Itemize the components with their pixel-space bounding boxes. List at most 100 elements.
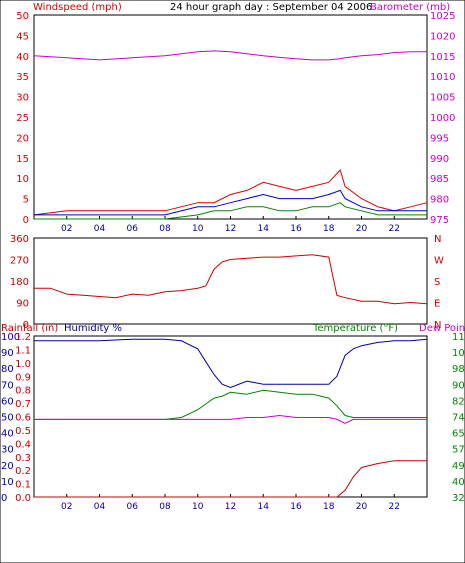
x-tick-label: 20 xyxy=(356,502,368,512)
barometer-tick-label: 1010 xyxy=(430,72,455,83)
temperature-tick-label: 90 xyxy=(452,380,465,391)
humidity-axis-label: Humidity % xyxy=(64,323,122,334)
barometer-tick-label: 1020 xyxy=(430,31,455,42)
rain-tick-label: 0.3 xyxy=(15,453,31,464)
wind-tick-label: 40 xyxy=(16,52,29,63)
barometer-tick-label: 985 xyxy=(430,174,449,185)
series-line-direction xyxy=(34,254,428,305)
humidity-tick-label: 20 xyxy=(1,461,14,472)
x-tick-label: 16 xyxy=(290,224,302,234)
temperature-tick-label: 107 xyxy=(452,348,465,359)
series-line-wind_avg xyxy=(34,189,427,216)
humidity-tick-label: 100 xyxy=(1,332,20,343)
series-line-barometer xyxy=(33,50,427,61)
humidity-tick-label: 40 xyxy=(1,429,14,440)
barometer-tick-label: 975 xyxy=(430,215,449,226)
temperature-tick-label: 82 xyxy=(452,396,465,407)
wind-tick-label: 25 xyxy=(16,113,29,124)
barometer-tick-label: 1005 xyxy=(430,93,455,104)
x-tick-label: 22 xyxy=(389,224,400,234)
humidity-tick-label: 50 xyxy=(1,413,14,424)
rain-tick-label: 0.2 xyxy=(15,466,31,477)
rainfall-axis-label: Rainfall (in) xyxy=(1,323,58,334)
series-line-rain xyxy=(34,460,427,498)
direction-panel-frame xyxy=(33,237,428,325)
rain-tick-label: 0.9 xyxy=(15,372,31,383)
temperature-tick-label: 40 xyxy=(452,477,465,488)
compass-tick-label: E xyxy=(434,299,440,310)
dewpoint-axis-label: Dew Point xyxy=(419,323,465,334)
barometer-tick-label: 980 xyxy=(430,195,449,206)
wind-axis-label: Windspeed (mph) xyxy=(33,2,122,13)
compass-tick-label: N xyxy=(434,320,441,331)
direction-tick-label: 360 xyxy=(10,234,29,245)
x-tick-label: 04 xyxy=(94,502,106,512)
humidity-tick-label: 30 xyxy=(1,445,14,456)
wind-tick-label: 50 xyxy=(16,11,29,22)
direction-tick-label: 90 xyxy=(16,299,29,310)
rain-tick-label: 0.7 xyxy=(15,399,31,410)
x-tick-label: 04 xyxy=(94,224,106,234)
rain-tick-label: 0.5 xyxy=(15,426,31,437)
humidity-tick-label: 10 xyxy=(1,477,14,488)
humidity-tick-label: 0 xyxy=(1,493,7,504)
wind-tick-label: 10 xyxy=(16,174,29,185)
x-tick-label: 06 xyxy=(127,502,139,512)
temperature-tick-label: 49 xyxy=(452,461,465,472)
x-tick-label: 18 xyxy=(323,502,335,512)
wind-tick-label: 35 xyxy=(16,72,29,83)
wind-tick-label: 15 xyxy=(16,154,29,165)
humidity-tick-label: 70 xyxy=(1,380,14,391)
x-tick-label: 02 xyxy=(61,502,72,512)
series-line-wind_low xyxy=(34,202,427,220)
direction-tick-label: 0 xyxy=(23,320,29,331)
wind-tick-label: 30 xyxy=(16,93,29,104)
barometer-tick-label: 1000 xyxy=(430,113,455,124)
rain-tick-label: 0.6 xyxy=(15,413,31,424)
temperature-tick-label: 98 xyxy=(452,364,465,375)
humidity-tick-label: 90 xyxy=(1,348,14,359)
temperature-tick-label: 74 xyxy=(452,413,465,424)
x-tick-label: 20 xyxy=(356,224,368,234)
barometer-tick-label: 990 xyxy=(430,154,449,165)
x-tick-label: 16 xyxy=(290,502,302,512)
x-tick-label: 08 xyxy=(159,502,171,512)
compass-tick-label: W xyxy=(434,256,444,267)
temperature-tick-label: 115 xyxy=(452,332,465,343)
x-tick-label: 02 xyxy=(61,224,72,234)
temperature-tick-label: 65 xyxy=(452,429,465,440)
compass-tick-label: N xyxy=(434,234,441,245)
barometer-tick-label: 1015 xyxy=(430,52,455,63)
x-tick-label: 06 xyxy=(127,224,139,234)
wind-tick-label: 45 xyxy=(16,31,29,42)
barometer-tick-label: 995 xyxy=(430,133,449,144)
x-tick-label: 14 xyxy=(258,502,270,512)
wind-tick-label: 20 xyxy=(16,133,29,144)
rain-tick-label: 1.0 xyxy=(15,359,31,370)
x-tick-label: 14 xyxy=(258,224,270,234)
rain-tick-label: 0.0 xyxy=(15,493,31,504)
x-tick-label: 10 xyxy=(192,224,204,234)
temperature-axis-label: Temperature (°F) xyxy=(312,323,398,334)
graph-title: 24 hour graph day : September 04 2006 xyxy=(170,2,372,13)
barometer-tick-label: 1025 xyxy=(430,11,455,22)
humidity-tick-label: 60 xyxy=(1,396,14,407)
temperature-tick-label: 57 xyxy=(452,445,465,456)
rain-tick-label: 0.4 xyxy=(15,439,31,450)
humidity-tick-label: 80 xyxy=(1,364,14,375)
wind-tick-label: 0 xyxy=(23,215,29,226)
rain-tick-label: 0.1 xyxy=(15,480,31,491)
temperature-tick-label: 32 xyxy=(452,493,465,504)
direction-tick-label: 270 xyxy=(10,256,29,267)
compass-tick-label: S xyxy=(434,277,440,288)
barometer-axis-label: Barometer (mb) xyxy=(370,2,450,13)
series-line-dewpoint xyxy=(34,414,427,424)
x-tick-label: 18 xyxy=(323,224,335,234)
x-tick-label: 12 xyxy=(225,502,236,512)
direction-tick-label: 180 xyxy=(10,277,29,288)
x-tick-label: 10 xyxy=(192,502,204,512)
series-line-wind xyxy=(33,169,428,216)
rain-tick-label: 1.2 xyxy=(15,332,31,343)
wind-tick-label: 5 xyxy=(23,195,29,206)
rain-tick-label: 0.8 xyxy=(15,386,31,397)
